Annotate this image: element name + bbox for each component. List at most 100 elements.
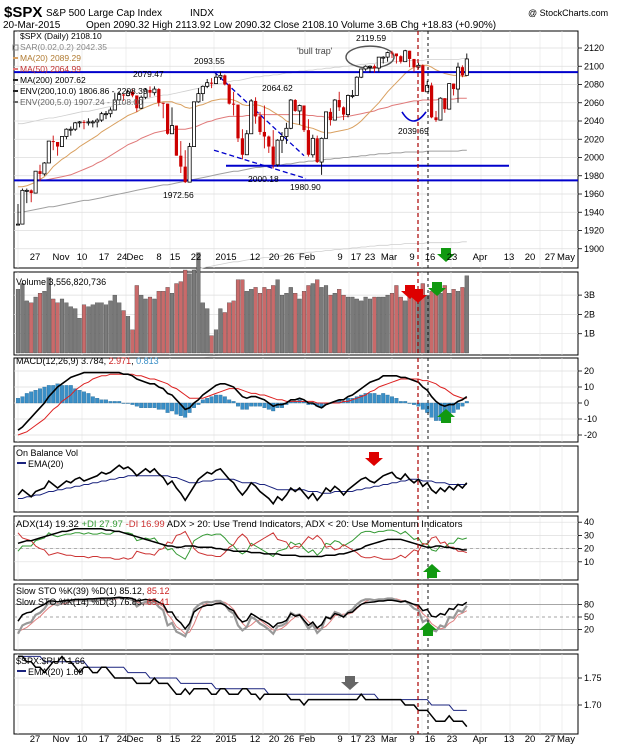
ratio-line (18, 655, 468, 728)
x-axis-label-bottom: 9 (409, 734, 414, 745)
volume-bar (429, 291, 434, 354)
x-axis-label-top: 15 (170, 252, 181, 263)
candle-body (430, 85, 434, 118)
volume-bar (68, 306, 73, 354)
macd-histogram-bar (33, 390, 38, 404)
candle-body (447, 83, 452, 110)
macd-histogram-bar (456, 402, 460, 410)
volume-bar (103, 304, 109, 354)
macd-histogram-bar (244, 402, 249, 410)
candle-body (29, 190, 33, 194)
stochastic-axis-label: 20 (584, 625, 594, 635)
legend-sar: SAR(0.02,0.2) 2042.35 (20, 42, 107, 52)
candle-body (157, 89, 161, 103)
candle-body (42, 162, 47, 175)
volume-bar (183, 269, 188, 354)
macd-histogram-bar (236, 402, 240, 407)
legend-ratio-ema: EMA(20) 1.69 (28, 667, 84, 677)
legend-adx-mdi: -DI 16.99 (126, 519, 165, 530)
macd-histogram-bar (407, 402, 412, 404)
candle-body (367, 65, 372, 68)
stochastic-k14-line (17, 596, 468, 638)
quote-date: 20-Mar-2015 (3, 20, 61, 31)
x-axis-label-bottom: 8 (156, 734, 161, 745)
price-axis-label: 2020 (584, 134, 604, 144)
macd-histogram-bar (178, 402, 183, 416)
volume-axis-label: 3B (584, 290, 595, 300)
volume-bar (227, 302, 232, 354)
volume-bar (319, 287, 324, 354)
volume-bar (147, 296, 153, 354)
candle-body (244, 133, 249, 156)
legend-env10: ENV(200,10.0) 1806.86 - 2208.39 (20, 86, 148, 96)
x-axis-label-top: May (557, 252, 575, 263)
volume-bar (209, 335, 214, 354)
price-green-arrow (437, 248, 455, 262)
candle-body (381, 56, 386, 59)
volume-bar (244, 291, 249, 354)
candle-body (179, 155, 183, 167)
stochastic-axis-label: 50 (584, 612, 594, 622)
macd-histogram-bar (104, 399, 108, 404)
candle-body (412, 58, 416, 68)
volume-bar (257, 293, 263, 354)
candle-body (15, 223, 20, 226)
volume-bar (178, 281, 183, 354)
candle-body (213, 76, 218, 84)
candle-body (254, 100, 258, 117)
peak-label-2079: 2079.47 (133, 69, 164, 79)
adx-minus-di-line (17, 530, 467, 560)
legend-swatch-ratio-ema (17, 670, 26, 672)
candle-body (135, 95, 139, 109)
volume-bar (455, 291, 461, 354)
volume-bar (125, 316, 131, 354)
volume-bar (117, 302, 122, 354)
candle-body (95, 119, 100, 123)
macd-histogram-bar (460, 402, 465, 407)
legend-swatch-ma50 (13, 68, 18, 70)
trough-label-2000: 2000.18 (248, 174, 279, 184)
x-axis-label-top: 27 (30, 252, 41, 263)
volume-bar (51, 298, 56, 354)
candle-body (249, 100, 254, 135)
macd-histogram-bar (95, 398, 100, 404)
volume-bar (359, 300, 364, 354)
candle-body (452, 83, 456, 90)
volume-bar (297, 298, 302, 354)
volume-bar (284, 293, 289, 354)
volume-bar (90, 304, 95, 354)
macd-histogram-bar (60, 385, 64, 404)
trough-label-1980: 1980.90 (290, 182, 321, 192)
x-axis-label-bottom: 16 (425, 734, 436, 745)
macd-histogram-bar (29, 391, 34, 404)
candle-body (306, 130, 310, 155)
volume-bar (143, 298, 148, 354)
macd-signal-line (17, 373, 467, 436)
plot-layer: 2120210020802060204020202000198019601940… (13, 30, 604, 745)
candle-body (108, 109, 113, 115)
candle-body (455, 66, 460, 90)
volume-red-arrow-1 (401, 285, 419, 299)
x-axis-label-bottom: 23 (447, 734, 458, 745)
macd-histogram-bar (222, 396, 227, 404)
legend-ratio: $SPX:$RUT 1.66 (16, 656, 85, 666)
x-axis-label-top: 22 (191, 252, 202, 263)
legend-price: $SPX (Daily) 2108.10 (20, 31, 102, 41)
x-axis-label-bottom: May (557, 734, 575, 745)
macd-histogram-bar (38, 388, 42, 404)
candle-body (315, 138, 319, 163)
volume-bar (460, 287, 465, 354)
volume-bar (293, 293, 298, 354)
legend-swatch-env5 (13, 101, 18, 103)
x-axis-label-top: Mar (381, 252, 397, 263)
candle-body (205, 82, 210, 87)
macd-histogram-bar (68, 385, 73, 404)
macd-axis-label: 10 (584, 382, 594, 392)
symbol-title: $SPX (4, 4, 42, 21)
macd-histogram-bar (112, 401, 117, 404)
candle-body (443, 98, 447, 110)
candle-body (223, 75, 227, 85)
candle-body (51, 141, 55, 143)
quote-line: Open 2090.32 High 2113.92 Low 2090.32 Cl… (86, 20, 496, 31)
macd-histogram-bar (64, 385, 69, 404)
